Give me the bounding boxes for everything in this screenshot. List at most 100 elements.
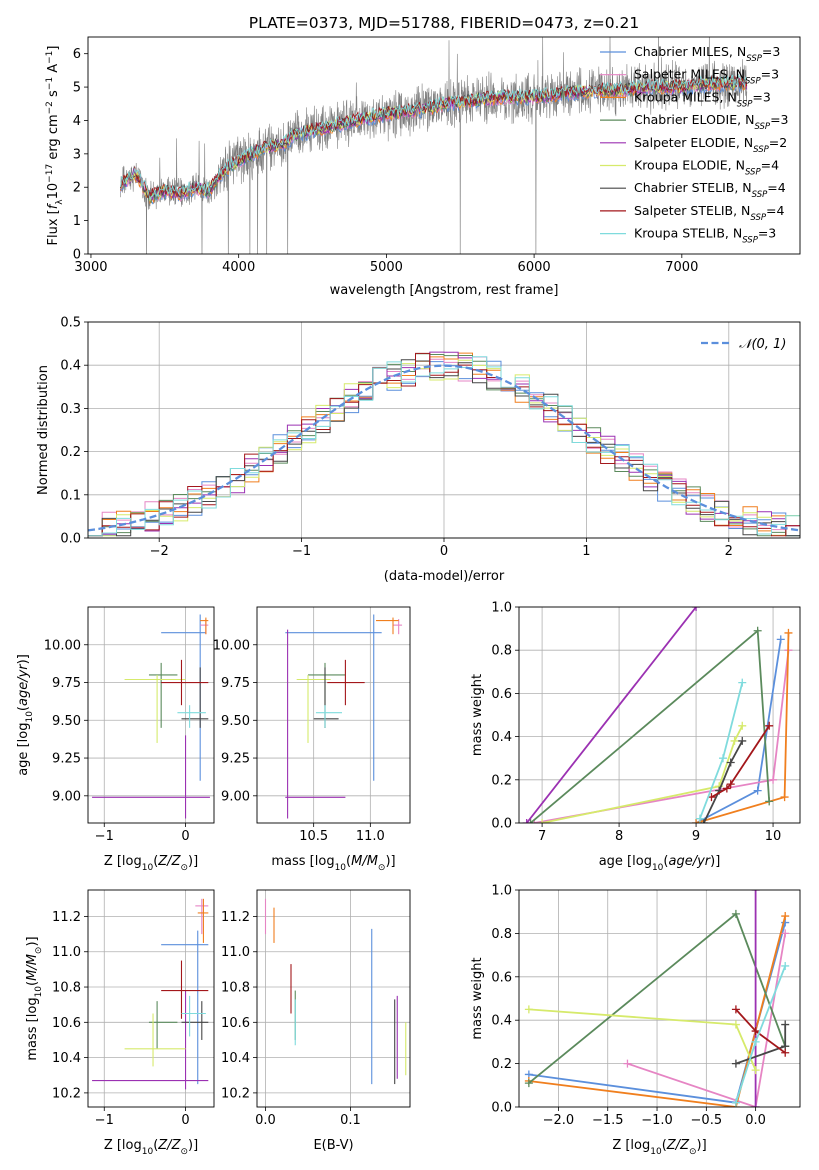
x-tick-label: −1.0 <box>641 1113 673 1128</box>
legend-label-text: Salpeter STELIB, N <box>634 203 750 218</box>
data-point-marker <box>738 736 747 745</box>
y-axis-label: mass weight <box>470 674 485 756</box>
y-tick-label: 1.0 <box>491 884 512 899</box>
label-part: Z/Z <box>157 854 181 869</box>
label-part: ( <box>663 854 668 869</box>
y-tick-label: 4 <box>73 114 81 129</box>
legend-label-suffix: =3 <box>761 67 779 82</box>
data-point-marker <box>726 758 735 767</box>
y-tick-label: 10.00 <box>213 638 250 653</box>
y-tick-label: 0.1 <box>60 488 81 503</box>
label-part: )] <box>697 1138 707 1153</box>
y-tick-label: 1 <box>73 214 81 229</box>
y-tick-label: 9.00 <box>52 789 81 804</box>
data-point-marker <box>692 819 701 823</box>
mass-weight-line <box>541 725 744 823</box>
legend-label: Kroupa MILES, NSSP=3 <box>634 89 771 109</box>
label-part: 10 <box>25 711 35 723</box>
y-tick-label: 0.0 <box>491 817 512 832</box>
label-part: erg cm <box>46 114 61 163</box>
y-tick-label: 10.6 <box>221 1016 250 1031</box>
legend-label-text: Chabrier MILES, N <box>634 44 746 59</box>
data-point-marker <box>765 797 774 806</box>
data-point-marker <box>726 780 735 789</box>
axes-frame <box>256 889 411 1108</box>
legend-label-text: Chabrier STELIB, N <box>634 180 752 195</box>
y-tick-label: 5 <box>73 81 81 96</box>
mass-weight-line <box>529 628 771 823</box>
y-tick-label: 10.2 <box>52 1086 81 1101</box>
y-tick-label: 0.6 <box>491 687 512 702</box>
label-part: )] <box>25 936 40 946</box>
data-point-marker <box>730 736 739 745</box>
x-tick-label: 0 <box>181 1113 189 1128</box>
y-tick-label: 0.2 <box>60 445 81 460</box>
legend-label-suffix: =3 <box>758 226 776 241</box>
x-axis-label: Z [log10(Z/Z⊙)] <box>104 1138 198 1157</box>
x-tick-label: −0.5 <box>691 1113 723 1128</box>
x-tick-label: 2 <box>725 544 733 559</box>
data-point-marker <box>695 814 704 823</box>
data-point-marker <box>776 635 785 644</box>
label-part: )] <box>188 854 198 869</box>
legend-label: Kroupa STELIB, NSSP=3 <box>634 226 776 246</box>
legend-label-text: Kroupa ELODIE, N <box>634 158 745 173</box>
legend-label: Chabrier MILES, NSSP=3 <box>634 44 780 64</box>
label-part: Z/Z <box>157 1138 181 1153</box>
y-tick-label: 9.50 <box>221 714 250 729</box>
label-part: Z [log <box>104 1138 142 1153</box>
y-tick-label: 0.2 <box>491 773 512 788</box>
y-tick-label: 3 <box>73 147 81 162</box>
label-part: λ <box>55 199 65 205</box>
y-tick-label: 0.4 <box>491 730 512 745</box>
legend-label-suffix: =4 <box>766 203 784 218</box>
legend-label-suffix: =4 <box>767 180 785 195</box>
legend-label-suffix: =2 <box>769 135 787 150</box>
y-tick-label: 0.4 <box>491 1014 512 1029</box>
label-part: )] <box>188 1138 198 1153</box>
label-part: ⊙ <box>180 863 188 873</box>
legend-label-text: Chabrier ELODIE, N <box>634 112 754 127</box>
label-part: )] <box>385 854 395 869</box>
mass-weight-line <box>528 915 787 1107</box>
y-axis-label: Normed distribution <box>36 365 51 495</box>
label-part: −2 <box>45 101 55 114</box>
chart-title: PLATE=0373, MJD=51788, FIBERID=0473, z=0… <box>249 14 639 32</box>
y-tick-label: 11.2 <box>52 910 81 925</box>
data-point-marker <box>751 890 760 894</box>
residuals-plot <box>88 351 800 537</box>
weight_vs_Z-axes: −2.0 −1.5 −1.0 −0.5 0.0 0.0 0.2 0.4 0.6 0.8 1.0 <box>491 884 801 1128</box>
label-part: ( <box>662 1138 667 1153</box>
y-axis-label: age [log10(age/yr)] <box>16 654 35 776</box>
mass-weight-line <box>702 740 744 823</box>
y-axis-label: mass [log10(M/M⊙)] <box>25 936 44 1060</box>
x-axis-label: (data-model)/error <box>384 569 505 584</box>
x-tick-label: −2.0 <box>543 1113 575 1128</box>
label-part: mass [log <box>25 997 40 1060</box>
y-tick-label: 0.0 <box>491 1101 512 1116</box>
x-tick-label: −2 <box>150 544 169 559</box>
legend-label-suffix: =3 <box>752 89 770 104</box>
data-point-marker <box>731 1020 740 1029</box>
mass-weight-line <box>699 682 744 820</box>
age_vs_mass-axes: 10.5 11.0 9.00 9.25 9.50 9.75 10.00 <box>213 606 411 844</box>
label-part: 10 <box>46 183 61 200</box>
label-part: −17 <box>45 164 55 183</box>
histogram-step <box>88 356 800 537</box>
data-point-marker <box>753 626 762 635</box>
histogram-step <box>88 356 800 537</box>
label-part: ( <box>153 1138 158 1153</box>
label-part: E(B-V) <box>313 1138 353 1153</box>
mass-weight-line <box>711 725 770 798</box>
y-tick-label: 0.6 <box>491 970 512 985</box>
label-part: Z/Z <box>666 1138 690 1153</box>
weight_vs_Z-plot <box>524 890 790 1107</box>
data-point-marker <box>753 786 762 795</box>
axes-frame <box>518 606 801 824</box>
x-axis-label: Z [log10(Z/Z⊙)] <box>104 854 198 873</box>
label-part: ( <box>25 981 40 986</box>
legend-label-suffix: =3 <box>770 112 788 127</box>
y-axis-label: mass weight <box>470 957 485 1039</box>
y-tick-label: 9.25 <box>52 752 81 767</box>
